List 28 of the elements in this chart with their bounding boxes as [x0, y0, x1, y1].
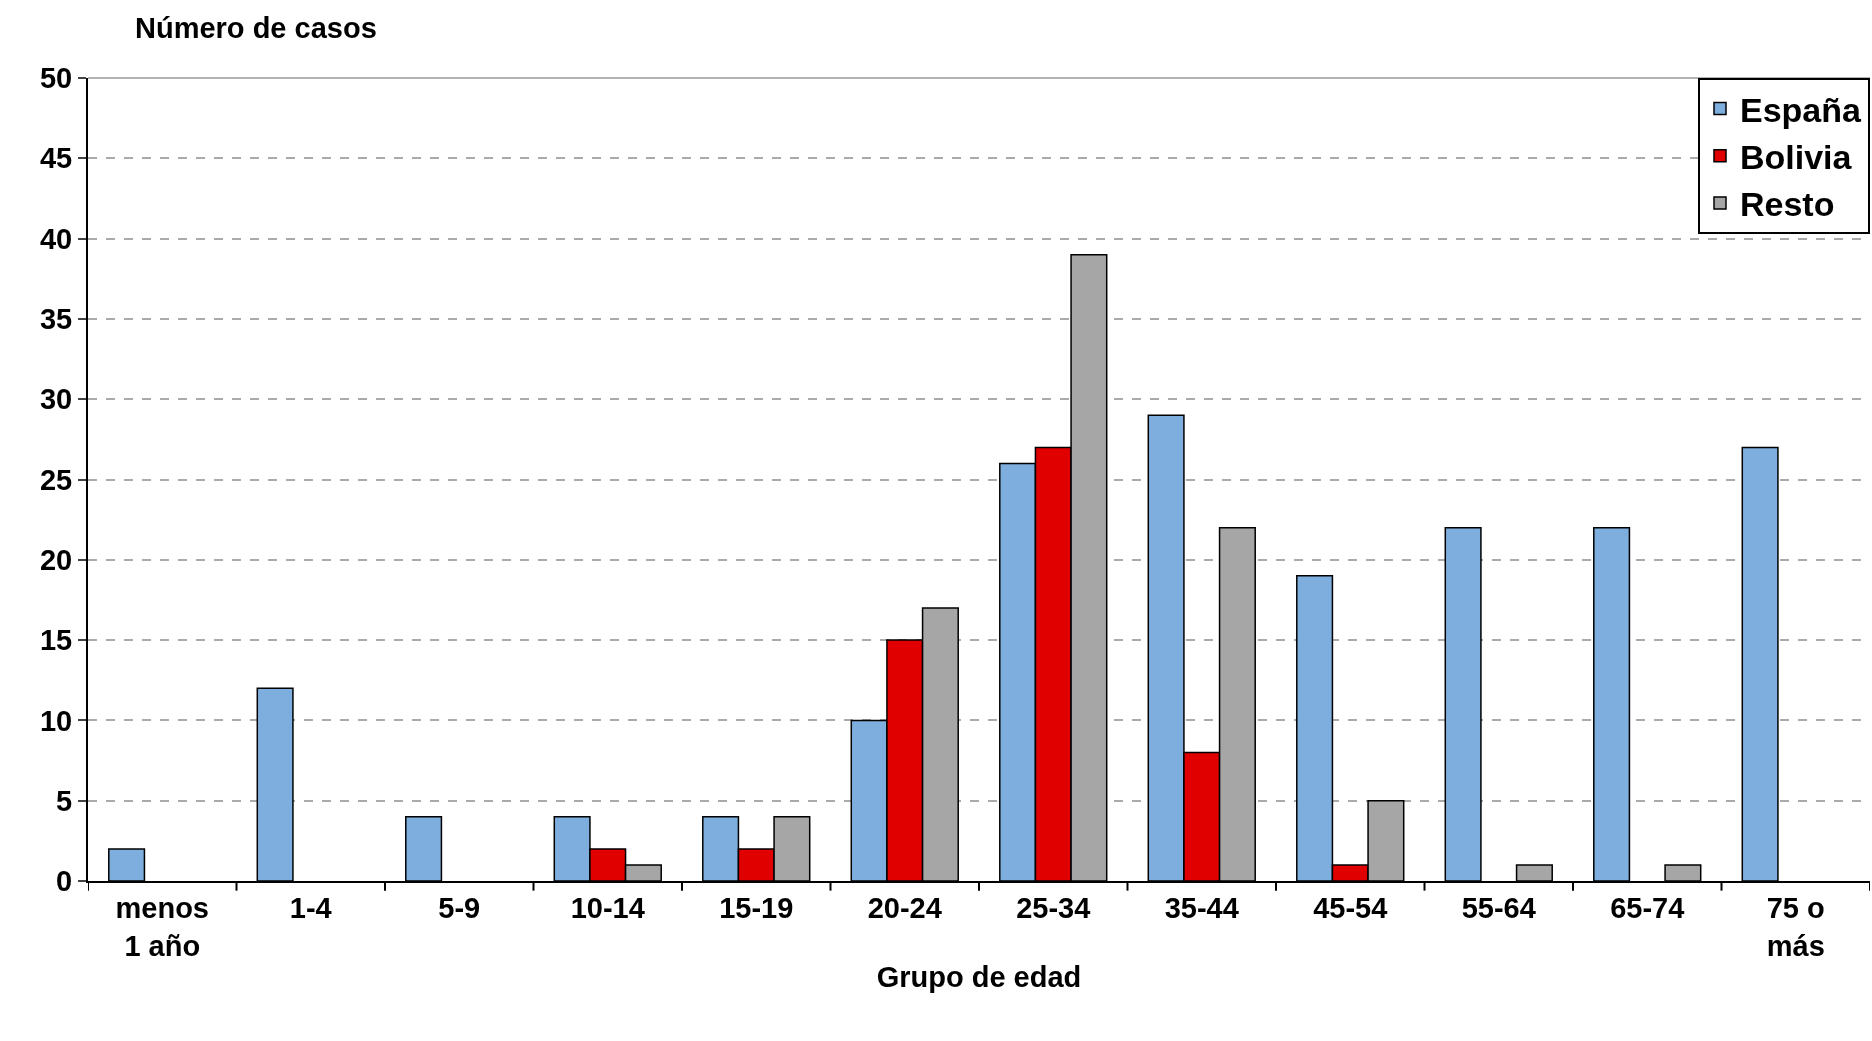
x-tick-label: 55-64 [1461, 891, 1536, 924]
y-tick-label: 30 [39, 383, 73, 416]
y-tick-label: 10 [39, 704, 73, 737]
x-tick-label: 65-74 [1610, 891, 1685, 924]
x-tick-label: 20-24 [867, 891, 942, 924]
y-tick-label: 35 [39, 303, 73, 336]
y-tick-label: 20 [39, 543, 73, 576]
x-tick-label: 25-34 [1016, 891, 1091, 924]
legend-label: España [1740, 90, 1863, 129]
y-axis-title: Número de casos [135, 12, 377, 44]
y-tick-label: 50 [39, 62, 73, 95]
y-tick-label: 40 [39, 222, 73, 255]
y-tick-label: 15 [39, 624, 73, 657]
x-tick-label: 5-9 [438, 891, 481, 924]
legend-label: Bolivia [1740, 138, 1853, 177]
x-tick-label: 45-54 [1313, 891, 1388, 924]
x-tick-label: menos 1 año [115, 891, 209, 962]
x-axis-title: Grupo de edad [876, 960, 1082, 993]
y-tick-label: 25 [39, 463, 73, 496]
x-tick-label: 75 o más [1766, 891, 1825, 962]
y-tick-label: 0 [56, 865, 73, 898]
y-tick-label: 45 [39, 142, 73, 175]
y-tick-label: 5 [56, 784, 73, 817]
legend-label: Resto [1740, 185, 1835, 224]
x-tick-label: 1-4 [289, 891, 332, 924]
x-tick-label: 15-19 [719, 891, 794, 924]
x-tick-label: 35-44 [1164, 891, 1239, 924]
x-tick-label: 10-14 [570, 891, 645, 924]
